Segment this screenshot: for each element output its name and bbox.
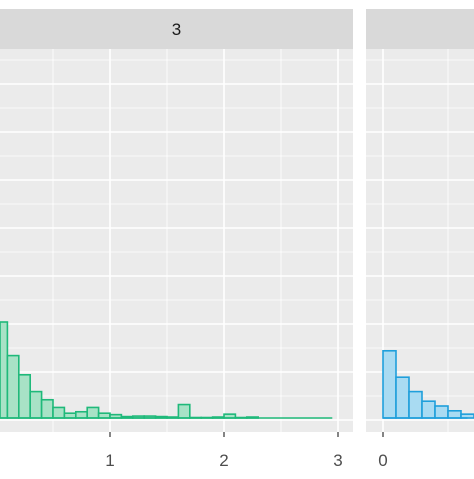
- histogram-bar: [19, 375, 30, 418]
- histogram-bar: [0, 322, 7, 418]
- histogram-bar: [396, 377, 409, 418]
- histogram-bar: [435, 406, 448, 418]
- histogram-bar: [409, 392, 422, 418]
- facet-panel-2: 0: [366, 9, 474, 470]
- histogram-bar: [178, 405, 189, 418]
- histogram-bar: [42, 400, 53, 418]
- histogram-bar: [448, 411, 461, 418]
- x-tick-label: 3: [333, 451, 342, 470]
- histogram-bar: [53, 407, 64, 418]
- facet-strip-label: 3: [172, 20, 181, 39]
- histogram-bar: [7, 356, 18, 418]
- x-tick-label: 2: [219, 451, 228, 470]
- histogram-bar: [383, 351, 396, 418]
- facet-panel-1: 3 1 2 3: [0, 9, 353, 470]
- x-tick-label: 0: [378, 451, 387, 470]
- histogram-bar: [30, 392, 41, 418]
- facet-strip: [366, 9, 474, 49]
- histogram-bar: [76, 412, 87, 418]
- x-tick-label: 1: [105, 451, 114, 470]
- histogram-bar: [87, 407, 98, 418]
- histogram-bar: [422, 401, 435, 418]
